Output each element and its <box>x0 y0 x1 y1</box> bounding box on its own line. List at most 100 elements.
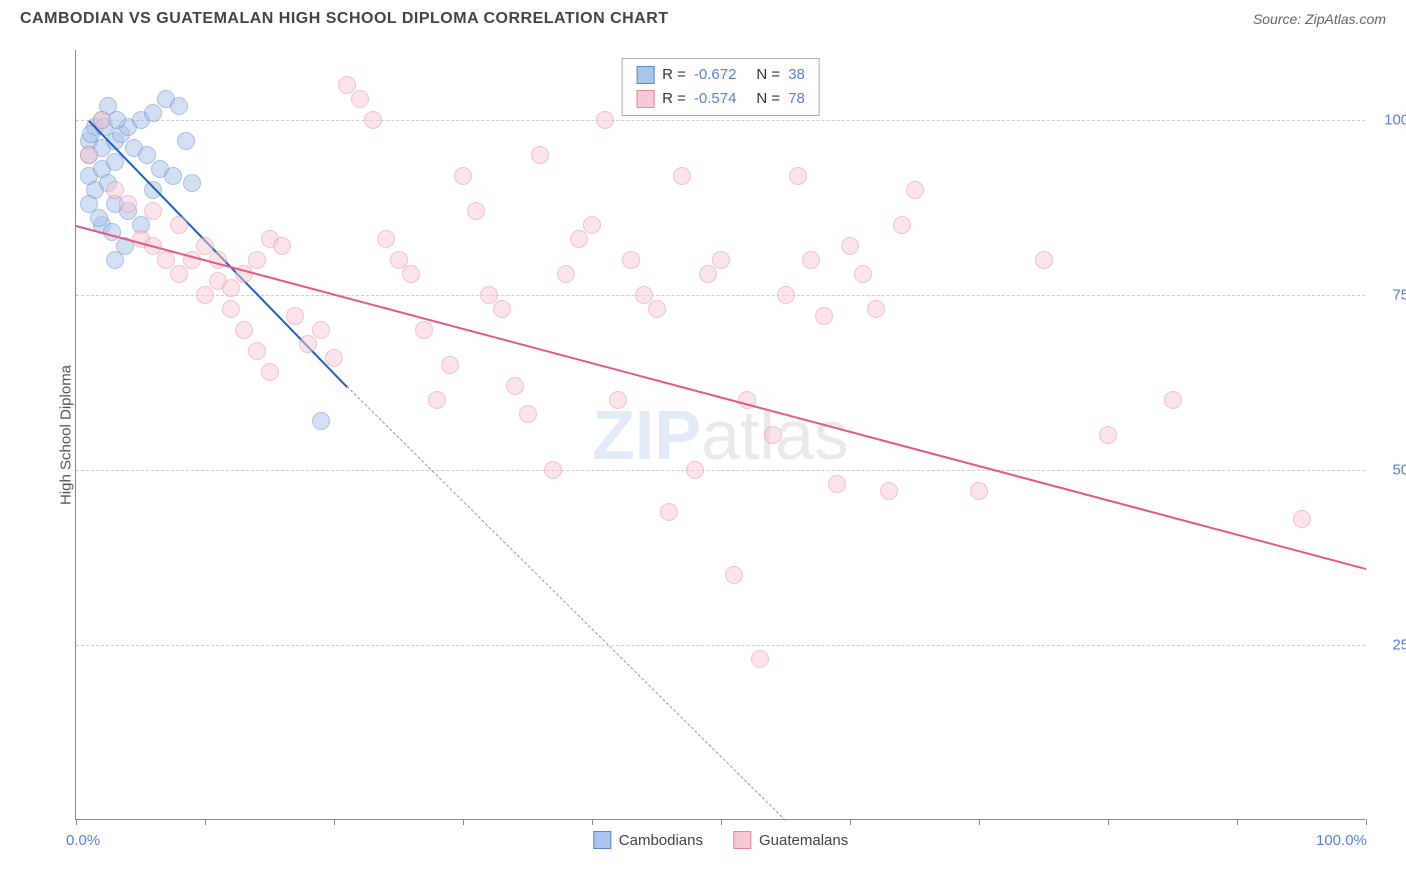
series-legend: Cambodians Guatemalans <box>593 831 848 849</box>
legend-r-label: R = <box>662 87 686 111</box>
scatter-point <box>248 251 266 269</box>
series-legend-label: Cambodians <box>619 832 703 849</box>
y-tick-label: 50.0% <box>1392 462 1406 479</box>
scatter-point <box>170 265 188 283</box>
legend-r-value: -0.672 <box>694 63 737 87</box>
scatter-point <box>609 391 627 409</box>
scatter-point <box>415 321 433 339</box>
trend-line-dashed <box>347 386 786 821</box>
watermark: ZIPatlas <box>592 395 849 475</box>
scatter-point <box>880 482 898 500</box>
x-tick <box>1108 819 1109 825</box>
correlation-legend-row: R = -0.672N = 38 <box>636 63 805 87</box>
scatter-point <box>828 475 846 493</box>
scatter-point <box>108 111 126 129</box>
scatter-point <box>312 321 330 339</box>
scatter-point <box>299 335 317 353</box>
scatter-point <box>893 216 911 234</box>
scatter-point <box>351 90 369 108</box>
scatter-point <box>377 230 395 248</box>
x-tick <box>1237 819 1238 825</box>
scatter-point <box>1293 510 1311 528</box>
scatter-point <box>854 265 872 283</box>
series-legend-label: Guatemalans <box>759 832 848 849</box>
correlation-legend-row: R = -0.574 N = 78 <box>636 87 805 111</box>
scatter-point <box>93 111 111 129</box>
x-tick <box>76 819 77 825</box>
y-tick-label: 100.0% <box>1384 112 1406 129</box>
scatter-point <box>441 356 459 374</box>
scatter-point <box>164 167 182 185</box>
scatter-point <box>196 286 214 304</box>
legend-swatch <box>636 66 654 84</box>
scatter-point <box>1099 426 1117 444</box>
scatter-point <box>325 349 343 367</box>
scatter-point <box>493 300 511 318</box>
scatter-point <box>454 167 472 185</box>
scatter-point <box>1164 391 1182 409</box>
scatter-point <box>712 251 730 269</box>
scatter-point <box>248 342 266 360</box>
scatter-point <box>751 650 769 668</box>
scatter-point <box>725 566 743 584</box>
scatter-point <box>144 202 162 220</box>
scatter-point <box>170 216 188 234</box>
scatter-point <box>596 111 614 129</box>
x-tick <box>334 819 335 825</box>
legend-swatch <box>593 831 611 849</box>
y-axis-label: High School Diploma <box>58 364 75 504</box>
scatter-point <box>660 503 678 521</box>
gridline-h <box>76 645 1365 646</box>
x-tick <box>979 819 980 825</box>
chart-container: High School Diploma ZIPatlas 25.0%50.0%7… <box>20 40 1386 860</box>
scatter-point <box>699 265 717 283</box>
gridline-h <box>76 120 1365 121</box>
scatter-point <box>312 412 330 430</box>
scatter-point <box>802 251 820 269</box>
scatter-point <box>570 230 588 248</box>
scatter-point <box>144 104 162 122</box>
legend-swatch <box>636 90 654 108</box>
legend-r-value: -0.574 <box>694 87 737 111</box>
scatter-point <box>177 132 195 150</box>
scatter-point <box>815 307 833 325</box>
gridline-h <box>76 295 1365 296</box>
scatter-point <box>170 97 188 115</box>
scatter-point <box>544 461 562 479</box>
scatter-point <box>531 146 549 164</box>
legend-n-value: 38 <box>788 63 805 87</box>
scatter-point <box>235 321 253 339</box>
scatter-point <box>364 111 382 129</box>
scatter-point <box>222 300 240 318</box>
series-legend-item: Cambodians <box>593 831 703 849</box>
y-tick-label: 25.0% <box>1392 637 1406 654</box>
x-tick <box>463 819 464 825</box>
scatter-point <box>506 377 524 395</box>
scatter-point <box>402 265 420 283</box>
scatter-point <box>583 216 601 234</box>
y-tick-label: 75.0% <box>1392 287 1406 304</box>
scatter-point <box>519 405 537 423</box>
scatter-point <box>119 195 137 213</box>
legend-swatch <box>733 831 751 849</box>
watermark-bold: ZIP <box>592 396 701 474</box>
x-tick <box>721 819 722 825</box>
scatter-point <box>686 461 704 479</box>
scatter-point <box>467 202 485 220</box>
scatter-point <box>80 146 98 164</box>
legend-n-label: N = <box>756 87 780 111</box>
correlation-legend: R = -0.672N = 38R = -0.574 N = 78 <box>621 58 820 116</box>
legend-n-value: 78 <box>788 87 805 111</box>
scatter-point <box>789 167 807 185</box>
plot-area: High School Diploma ZIPatlas 25.0%50.0%7… <box>75 50 1365 820</box>
x-tick <box>592 819 593 825</box>
source-label: Source: ZipAtlas.com <box>1253 11 1386 27</box>
gridline-h <box>76 470 1365 471</box>
scatter-point <box>764 426 782 444</box>
x-tick <box>850 819 851 825</box>
scatter-point <box>428 391 446 409</box>
chart-title: CAMBODIAN VS GUATEMALAN HIGH SCHOOL DIPL… <box>20 10 669 28</box>
x-tick <box>205 819 206 825</box>
scatter-point <box>906 181 924 199</box>
x-tick-label: 100.0% <box>1316 832 1367 849</box>
